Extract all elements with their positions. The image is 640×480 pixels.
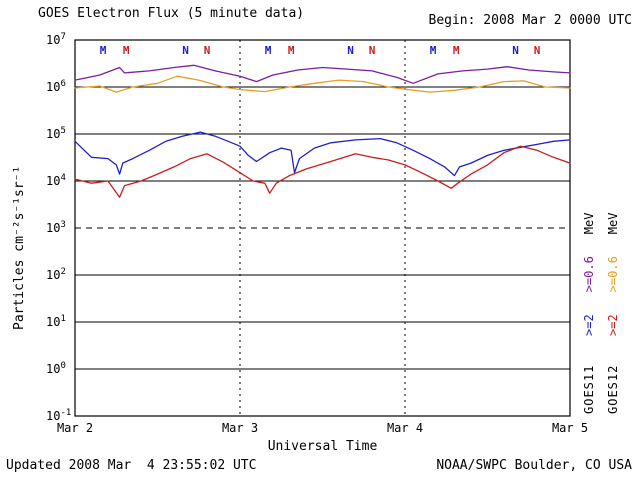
series-goes12-ge2mev xyxy=(74,145,571,198)
noon-midnight-marker-n: N xyxy=(534,44,541,57)
noon-midnight-marker-m: M xyxy=(265,44,272,57)
y-tick-label: 101 xyxy=(46,314,66,329)
satellite-label-goes12: GOES12 xyxy=(606,364,620,414)
noon-midnight-marker-n: N xyxy=(369,44,376,57)
y-tick-label: 105 xyxy=(46,126,66,141)
noon-midnight-marker-n: N xyxy=(347,44,354,57)
series-goes12-ge0p6mev xyxy=(74,75,571,93)
legend-goes11-ge0p6-label: >=0.6 xyxy=(582,256,596,293)
noon-midnight-marker-m: M xyxy=(288,44,295,57)
noon-midnight-marker-m: M xyxy=(430,44,437,57)
noon-midnight-marker-m: M xyxy=(100,44,107,57)
noon-midnight-marker-n: N xyxy=(512,44,519,57)
legend-goes12-ge2-label: >=2 xyxy=(606,314,620,336)
x-tick-label: Mar 2 xyxy=(57,421,93,435)
x-axis-label: Universal Time xyxy=(267,439,378,454)
series-goes11-ge2mev xyxy=(74,131,571,177)
satellite-label-goes11: GOES11 xyxy=(582,364,596,414)
x-tick-label: Mar 5 xyxy=(552,421,588,435)
legend-goes11-ge2-label: >=2 xyxy=(582,314,596,336)
legend-goes12: >=2 >=0.6 MeV xyxy=(606,191,620,337)
legend-goes11: >=2 >=0.6 MeV xyxy=(582,191,596,337)
page-title: GOES Electron Flux (5 minute data) xyxy=(38,6,305,21)
plot-frame xyxy=(74,39,571,417)
noon-midnight-marker-m: M xyxy=(123,44,130,57)
y-tick-label: 100 xyxy=(46,361,66,376)
y-tick-label: 103 xyxy=(46,220,66,235)
legend-goes12-mev-label: MeV xyxy=(606,212,620,235)
y-tick-label: 10-1 xyxy=(46,408,71,423)
legend-goes12-ge0p6-label: >=0.6 xyxy=(606,256,620,293)
noon-midnight-marker-n: N xyxy=(182,44,189,57)
noon-midnight-marker-n: N xyxy=(204,44,211,57)
legend-goes11-mev-label: MeV xyxy=(582,212,596,235)
x-tick-label: Mar 3 xyxy=(222,421,258,435)
updated-timestamp: Updated 2008 Mar 4 23:55:02 UTC xyxy=(6,458,257,473)
y-tick-label: 106 xyxy=(46,79,66,94)
begin-timestamp: Begin: 2008 Mar 2 0000 UTC xyxy=(428,13,633,28)
x-tick-label: Mar 4 xyxy=(387,421,423,435)
y-tick-label: 102 xyxy=(46,267,66,282)
y-tick-label: 104 xyxy=(46,173,66,188)
series-goes11-ge0p6mev xyxy=(74,64,571,84)
noon-midnight-marker-m: M xyxy=(453,44,460,57)
noaa-credit: NOAA/SWPC Boulder, CO USA xyxy=(436,458,632,473)
y-tick-label: 107 xyxy=(46,32,66,47)
